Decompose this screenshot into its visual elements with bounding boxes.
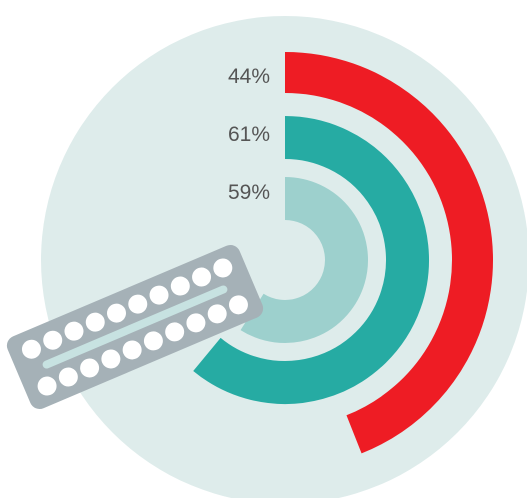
pill-0-1 — [43, 330, 63, 350]
pills — [21, 258, 248, 396]
pill-0-0 — [21, 339, 41, 359]
percent-label-0: 44% — [228, 65, 270, 88]
pill-0-2 — [64, 321, 84, 341]
pill-1-1 — [58, 367, 78, 387]
arc-bar-1 — [193, 116, 429, 404]
pill-1-5 — [143, 331, 163, 351]
pill-pack-channel — [42, 285, 228, 369]
pill-0-8 — [192, 267, 212, 287]
pill-0-7 — [170, 276, 190, 296]
pill-pack-icon — [6, 244, 264, 410]
pill-1-7 — [186, 313, 206, 333]
percent-label-2: 59% — [228, 181, 270, 204]
arc-bar-2 — [240, 177, 368, 343]
pill-0-4 — [107, 303, 127, 323]
pill-0-5 — [128, 294, 148, 314]
pill-1-0 — [37, 376, 57, 396]
pill-1-6 — [165, 322, 185, 342]
pill-0-9 — [213, 258, 233, 278]
percent-label-1: 61% — [228, 123, 270, 146]
pill-1-4 — [122, 340, 142, 360]
pill-1-9 — [228, 295, 248, 315]
percent-labels: 44% 61% 59% — [228, 65, 270, 204]
arc-bar-0 — [284, 52, 493, 454]
pill-1-3 — [101, 349, 121, 369]
pill-1-8 — [207, 304, 227, 324]
pill-0-6 — [149, 285, 169, 305]
pill-0-3 — [85, 312, 105, 332]
arc-bars — [193, 52, 493, 454]
pill-1-2 — [80, 358, 100, 378]
